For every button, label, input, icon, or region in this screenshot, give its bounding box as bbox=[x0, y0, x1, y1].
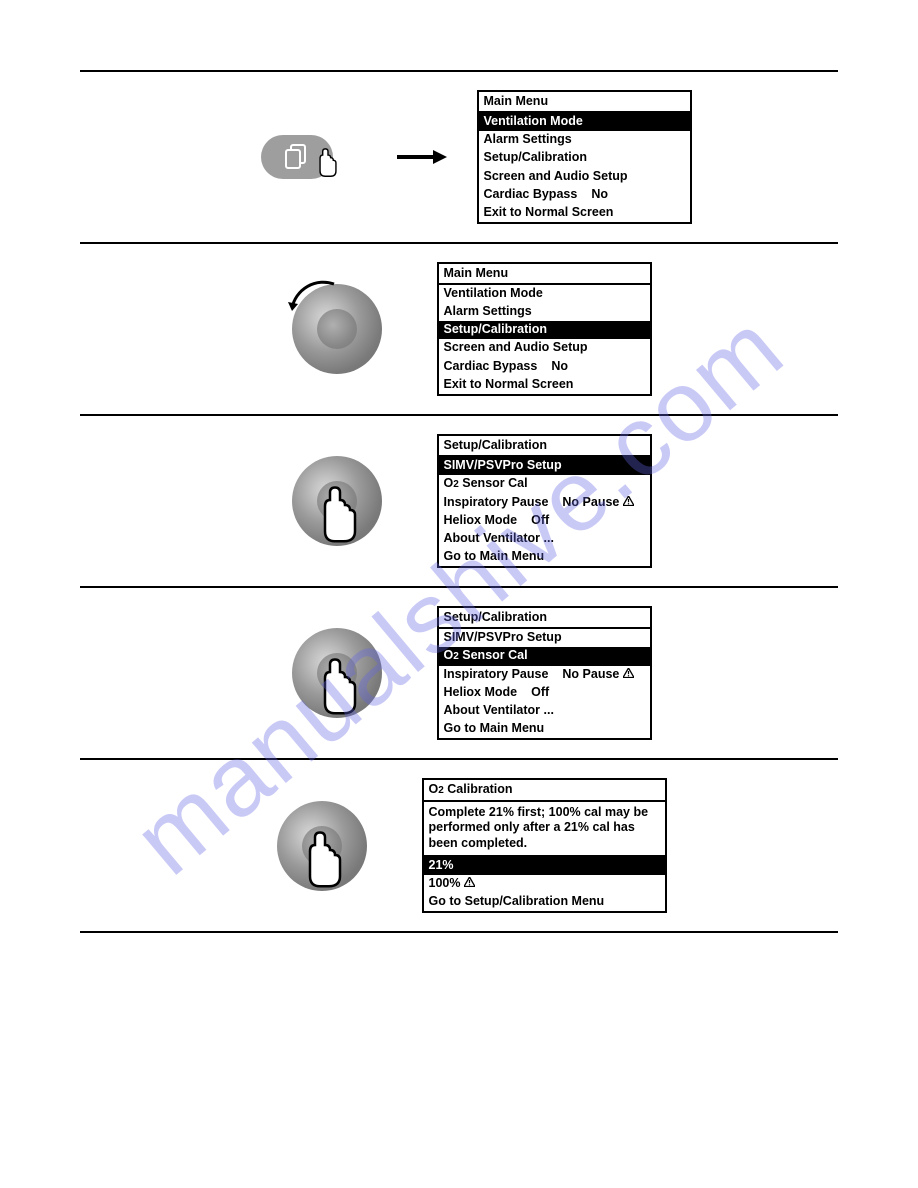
instruction-step: Setup/Calibration SIMV/PSVPro Setup O2 Sen… bbox=[80, 588, 838, 758]
menu-item-label: O2 Sensor Cal bbox=[444, 649, 528, 663]
menu-header: O2 Calibration bbox=[424, 780, 665, 802]
menu-item[interactable]: Go to Main Menu bbox=[439, 548, 650, 566]
menu-item-label: Go to Main Menu bbox=[444, 550, 545, 563]
instruction-step: Main Menu Ventilation Mode Alarm Settings S… bbox=[80, 244, 838, 414]
menu-button[interactable] bbox=[261, 135, 333, 179]
menu-item-label: Go to Main Menu bbox=[444, 722, 545, 735]
menu-box: Setup/Calibration SIMV/PSVPro Setup O2 Sen… bbox=[437, 606, 652, 740]
menu-item-label: Setup/Calibration bbox=[444, 323, 547, 336]
menu-item-value: No Pause bbox=[562, 496, 619, 509]
menu-item[interactable]: Setup/Calibration bbox=[479, 149, 690, 167]
menu-item-value: No bbox=[591, 188, 608, 201]
menu-item[interactable]: SIMV/PSVPro Setup bbox=[439, 629, 650, 647]
instruction-step: Setup/Calibration SIMV/PSVPro Setup O2 Sen… bbox=[80, 416, 838, 586]
menu-item[interactable]: O2 Sensor Cal bbox=[439, 647, 650, 666]
menu-item-label: Alarm Settings bbox=[444, 305, 532, 318]
menu-item-label: O2 Sensor Cal bbox=[444, 477, 528, 491]
menu-item-label: Inspiratory Pause bbox=[444, 496, 549, 509]
menu-item-label: Setup/Calibration bbox=[484, 151, 587, 164]
menu-box: O2 CalibrationComplete 21% first; 100% c… bbox=[422, 778, 667, 913]
menu-item-label: Exit to Normal Screen bbox=[484, 206, 614, 219]
rotary-dial[interactable] bbox=[277, 801, 367, 891]
menu-item-value: No Pause bbox=[562, 668, 619, 681]
menu-item-label: Screen and Audio Setup bbox=[484, 170, 628, 183]
menu-box: Setup/Calibration SIMV/PSVPro Setup O2 Sen… bbox=[437, 434, 652, 568]
menu-item[interactable]: Go to Setup/Calibration Menu bbox=[424, 893, 665, 911]
finger-icon bbox=[305, 831, 345, 894]
menu-item-label: 100% bbox=[429, 877, 461, 890]
menu-item[interactable]: Inspiratory Pause No Pause bbox=[439, 494, 650, 512]
menu-item-label: Alarm Settings bbox=[484, 133, 572, 146]
menu-item[interactable]: Cardiac Bypass No bbox=[439, 358, 650, 376]
menu-item[interactable]: Cardiac Bypass No bbox=[479, 186, 690, 204]
menu-item[interactable]: Screen and Audio Setup bbox=[439, 339, 650, 357]
menu-item[interactable]: Alarm Settings bbox=[439, 303, 650, 321]
menu-instruction-text: Complete 21% first; 100% cal may be perf… bbox=[424, 802, 665, 857]
menu-item-value: No bbox=[551, 360, 568, 373]
menu-item[interactable]: Exit to Normal Screen bbox=[479, 204, 690, 222]
menu-item-label: Inspiratory Pause bbox=[444, 668, 549, 681]
finger-icon bbox=[320, 486, 360, 549]
menu-item-label: Heliox Mode bbox=[444, 514, 518, 527]
menu-item[interactable]: O2 Sensor Cal bbox=[439, 475, 650, 494]
menu-item[interactable]: Ventilation Mode bbox=[479, 113, 690, 131]
menu-header: Setup/Calibration bbox=[439, 436, 650, 457]
manual-page: Main Menu Ventilation Mode Alarm Settings S… bbox=[80, 70, 838, 933]
menu-item[interactable]: Screen and Audio Setup bbox=[479, 168, 690, 186]
menu-item-value: Off bbox=[531, 514, 549, 527]
menu-header: Main Menu bbox=[439, 264, 650, 285]
instruction-step: Main Menu Ventilation Mode Alarm Settings S… bbox=[80, 72, 838, 242]
rotary-dial[interactable] bbox=[292, 628, 382, 718]
warning-icon bbox=[623, 496, 634, 509]
menu-item-label: SIMV/PSVPro Setup bbox=[444, 631, 562, 644]
menu-item[interactable]: Go to Main Menu bbox=[439, 720, 650, 738]
finger-icon bbox=[317, 148, 339, 183]
menu-header: Setup/Calibration bbox=[439, 608, 650, 629]
menu-item-label: Ventilation Mode bbox=[484, 115, 583, 128]
menu-item-label: SIMV/PSVPro Setup bbox=[444, 459, 562, 472]
menu-item[interactable]: Exit to Normal Screen bbox=[439, 376, 650, 394]
menu-item[interactable]: SIMV/PSVPro Setup bbox=[439, 457, 650, 475]
menu-item[interactable]: 21% bbox=[424, 857, 665, 875]
warning-icon bbox=[464, 877, 475, 890]
menu-item-label: Ventilation Mode bbox=[444, 287, 543, 300]
menu-item[interactable]: Alarm Settings bbox=[479, 131, 690, 149]
menu-item-label: About Ventilator ... bbox=[444, 704, 554, 717]
menu-item[interactable]: Heliox Mode Off bbox=[439, 512, 650, 530]
menu-item-label: 21% bbox=[429, 859, 454, 872]
menu-header: Main Menu bbox=[479, 92, 690, 113]
menu-item-value: Off bbox=[531, 686, 549, 699]
warning-icon bbox=[623, 668, 634, 681]
rotate-arrow-icon bbox=[282, 274, 342, 329]
menu-box: Main Menu Ventilation Mode Alarm Settings S… bbox=[477, 90, 692, 224]
menu-item[interactable]: Inspiratory Pause No Pause bbox=[439, 666, 650, 684]
finger-icon bbox=[320, 658, 360, 721]
menu-item-label: Cardiac Bypass bbox=[444, 360, 538, 373]
menu-item-label: Go to Setup/Calibration Menu bbox=[429, 895, 605, 908]
rotary-dial[interactable] bbox=[292, 284, 382, 374]
menu-item-label: Heliox Mode bbox=[444, 686, 518, 699]
pages-icon bbox=[283, 143, 311, 171]
instruction-step: O2 CalibrationComplete 21% first; 100% c… bbox=[80, 760, 838, 931]
menu-item[interactable]: Ventilation Mode bbox=[439, 285, 650, 303]
menu-item-label: Screen and Audio Setup bbox=[444, 341, 588, 354]
menu-item[interactable]: 100% bbox=[424, 875, 665, 893]
menu-box: Main Menu Ventilation Mode Alarm Settings S… bbox=[437, 262, 652, 396]
menu-item[interactable]: Setup/Calibration bbox=[439, 321, 650, 339]
menu-item[interactable]: About Ventilator ... bbox=[439, 530, 650, 548]
menu-item[interactable]: Heliox Mode Off bbox=[439, 684, 650, 702]
rotary-dial[interactable] bbox=[292, 456, 382, 546]
arrow-icon bbox=[397, 149, 447, 165]
menu-item-label: About Ventilator ... bbox=[444, 532, 554, 545]
menu-item[interactable]: About Ventilator ... bbox=[439, 702, 650, 720]
menu-item-label: Exit to Normal Screen bbox=[444, 378, 574, 391]
menu-item-label: Cardiac Bypass bbox=[484, 188, 578, 201]
